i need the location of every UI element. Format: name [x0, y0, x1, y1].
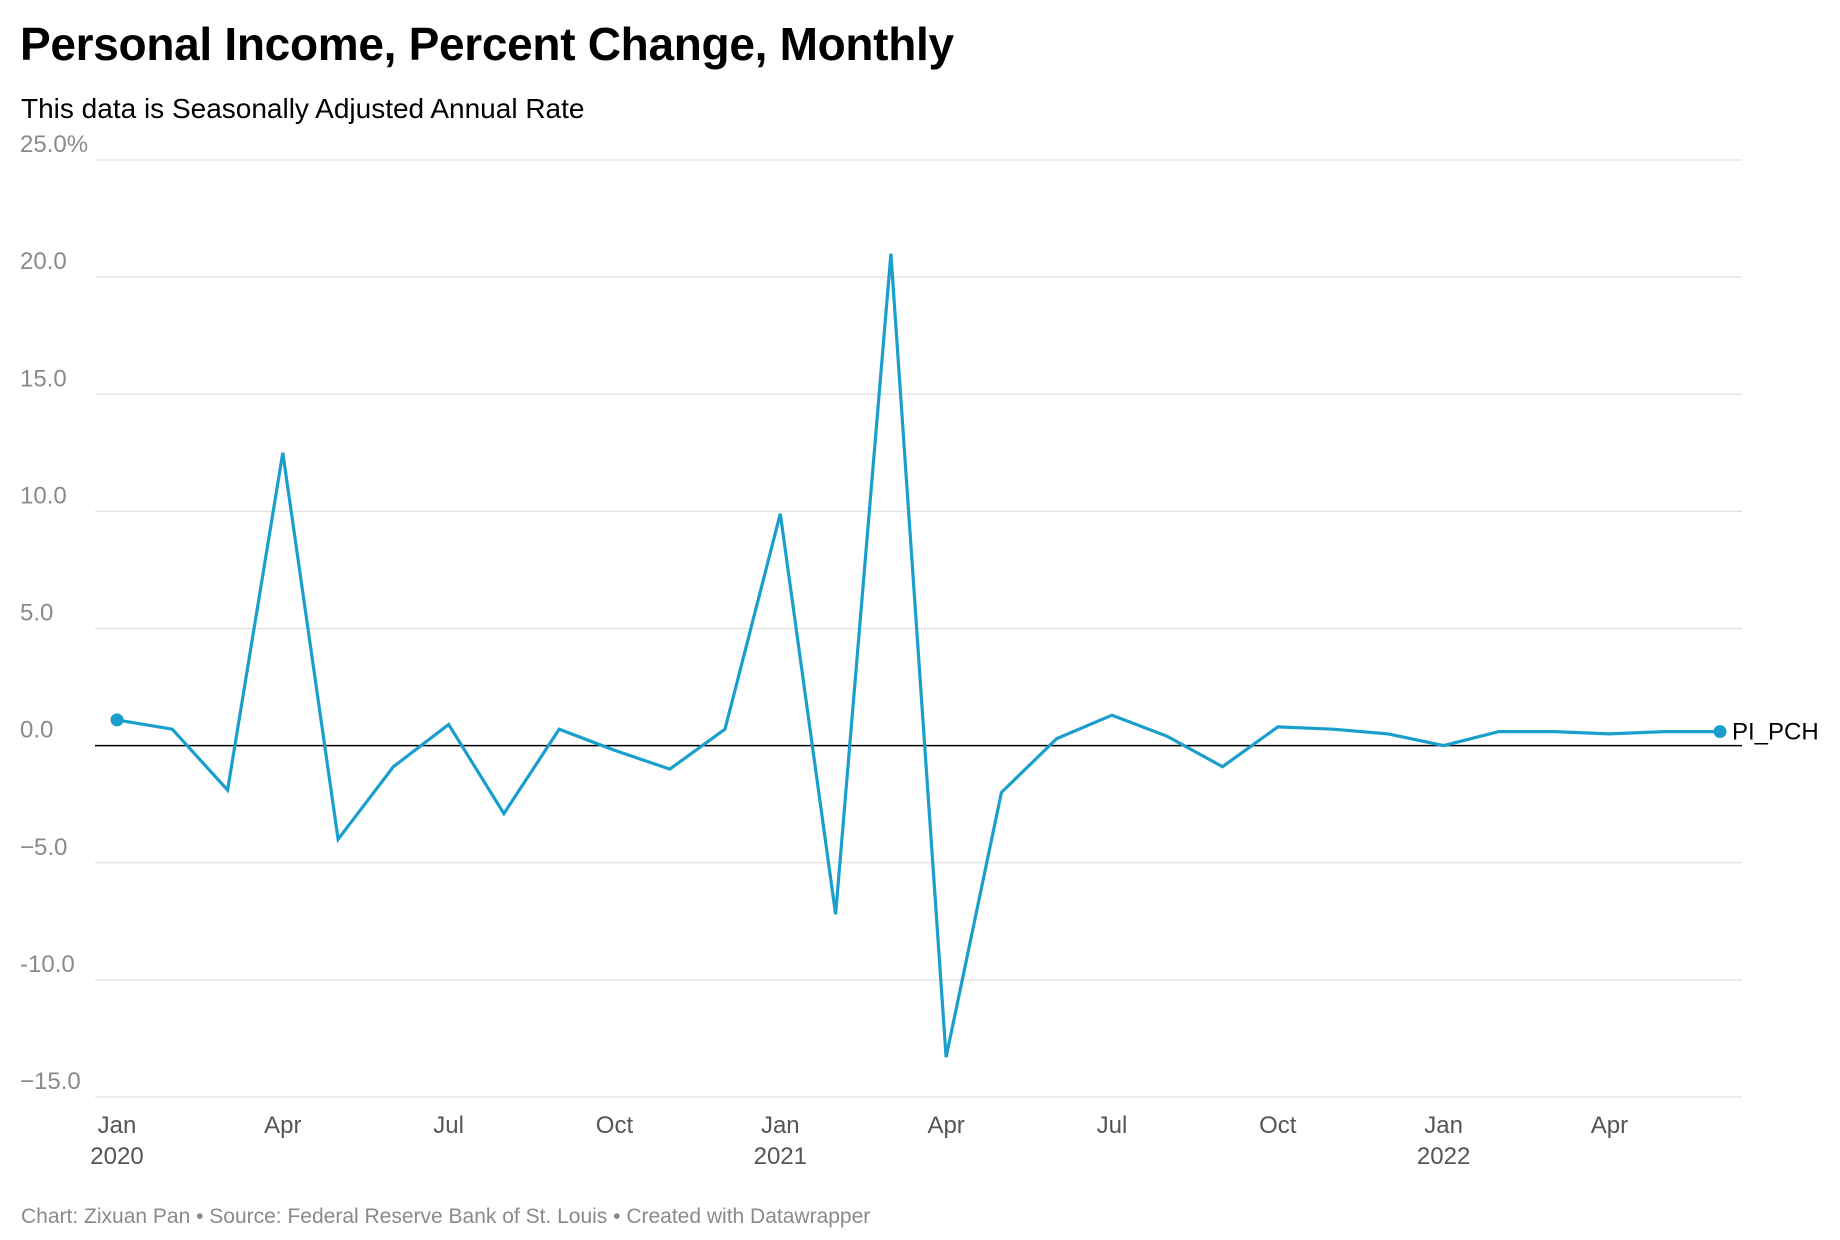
series-line	[116, 253, 1720, 1058]
y-tick-label: 0.0	[20, 717, 53, 744]
y-tick-label: −5.0	[20, 834, 67, 861]
x-tick-year-label: 2021	[754, 1143, 807, 1170]
chart-credits: Chart: Zixuan Pan • Source: Federal Rese…	[21, 1205, 871, 1228]
series-end-dot	[1713, 725, 1727, 739]
chart-title: Personal Income, Percent Change, Monthly	[20, 18, 954, 70]
y-tick-label: 5.0	[20, 600, 53, 627]
x-tick-label: Oct	[596, 1112, 634, 1139]
x-tick-label: Jan	[1424, 1112, 1463, 1139]
y-tick-label: 20.0	[20, 248, 67, 275]
x-tick-labels: Jan 2020 Apr Jul Oct Jan 2021 Apr Jul Oct Jan 2022 A…	[90, 1112, 1628, 1170]
x-tick-label: Apr	[1591, 1112, 1628, 1139]
y-gridlines	[95, 159, 1742, 1098]
y-tick-label: 25.0%	[20, 131, 88, 158]
y-tick-label: 10.0	[20, 482, 67, 509]
chart-subtitle: This data is Seasonally Adjusted Annual …	[21, 93, 585, 124]
series-label: PI_PCH	[1732, 719, 1819, 746]
series-group: PI_PCH	[110, 253, 1819, 1058]
x-tick-year-label: 2022	[1417, 1143, 1470, 1170]
x-tick-year-label: 2020	[90, 1143, 143, 1170]
y-tick-labels: 25.0% 20.0 15.0 10.0 5.0 0.0 −5.0 -10.0 −15.0	[20, 131, 88, 1095]
x-tick-label: Jul	[433, 1112, 464, 1139]
x-tick-label: Jan	[761, 1112, 800, 1139]
x-tick-label: Apr	[264, 1112, 301, 1139]
x-tick-label: Apr	[927, 1112, 964, 1139]
y-tick-label: −15.0	[20, 1068, 81, 1095]
x-tick-label: Jul	[1097, 1112, 1128, 1139]
x-tick-label: Jan	[98, 1112, 137, 1139]
y-tick-label: 15.0	[20, 365, 67, 392]
series-start-dot	[110, 713, 124, 727]
x-tick-label: Oct	[1259, 1112, 1297, 1139]
y-tick-label: -10.0	[20, 951, 75, 978]
